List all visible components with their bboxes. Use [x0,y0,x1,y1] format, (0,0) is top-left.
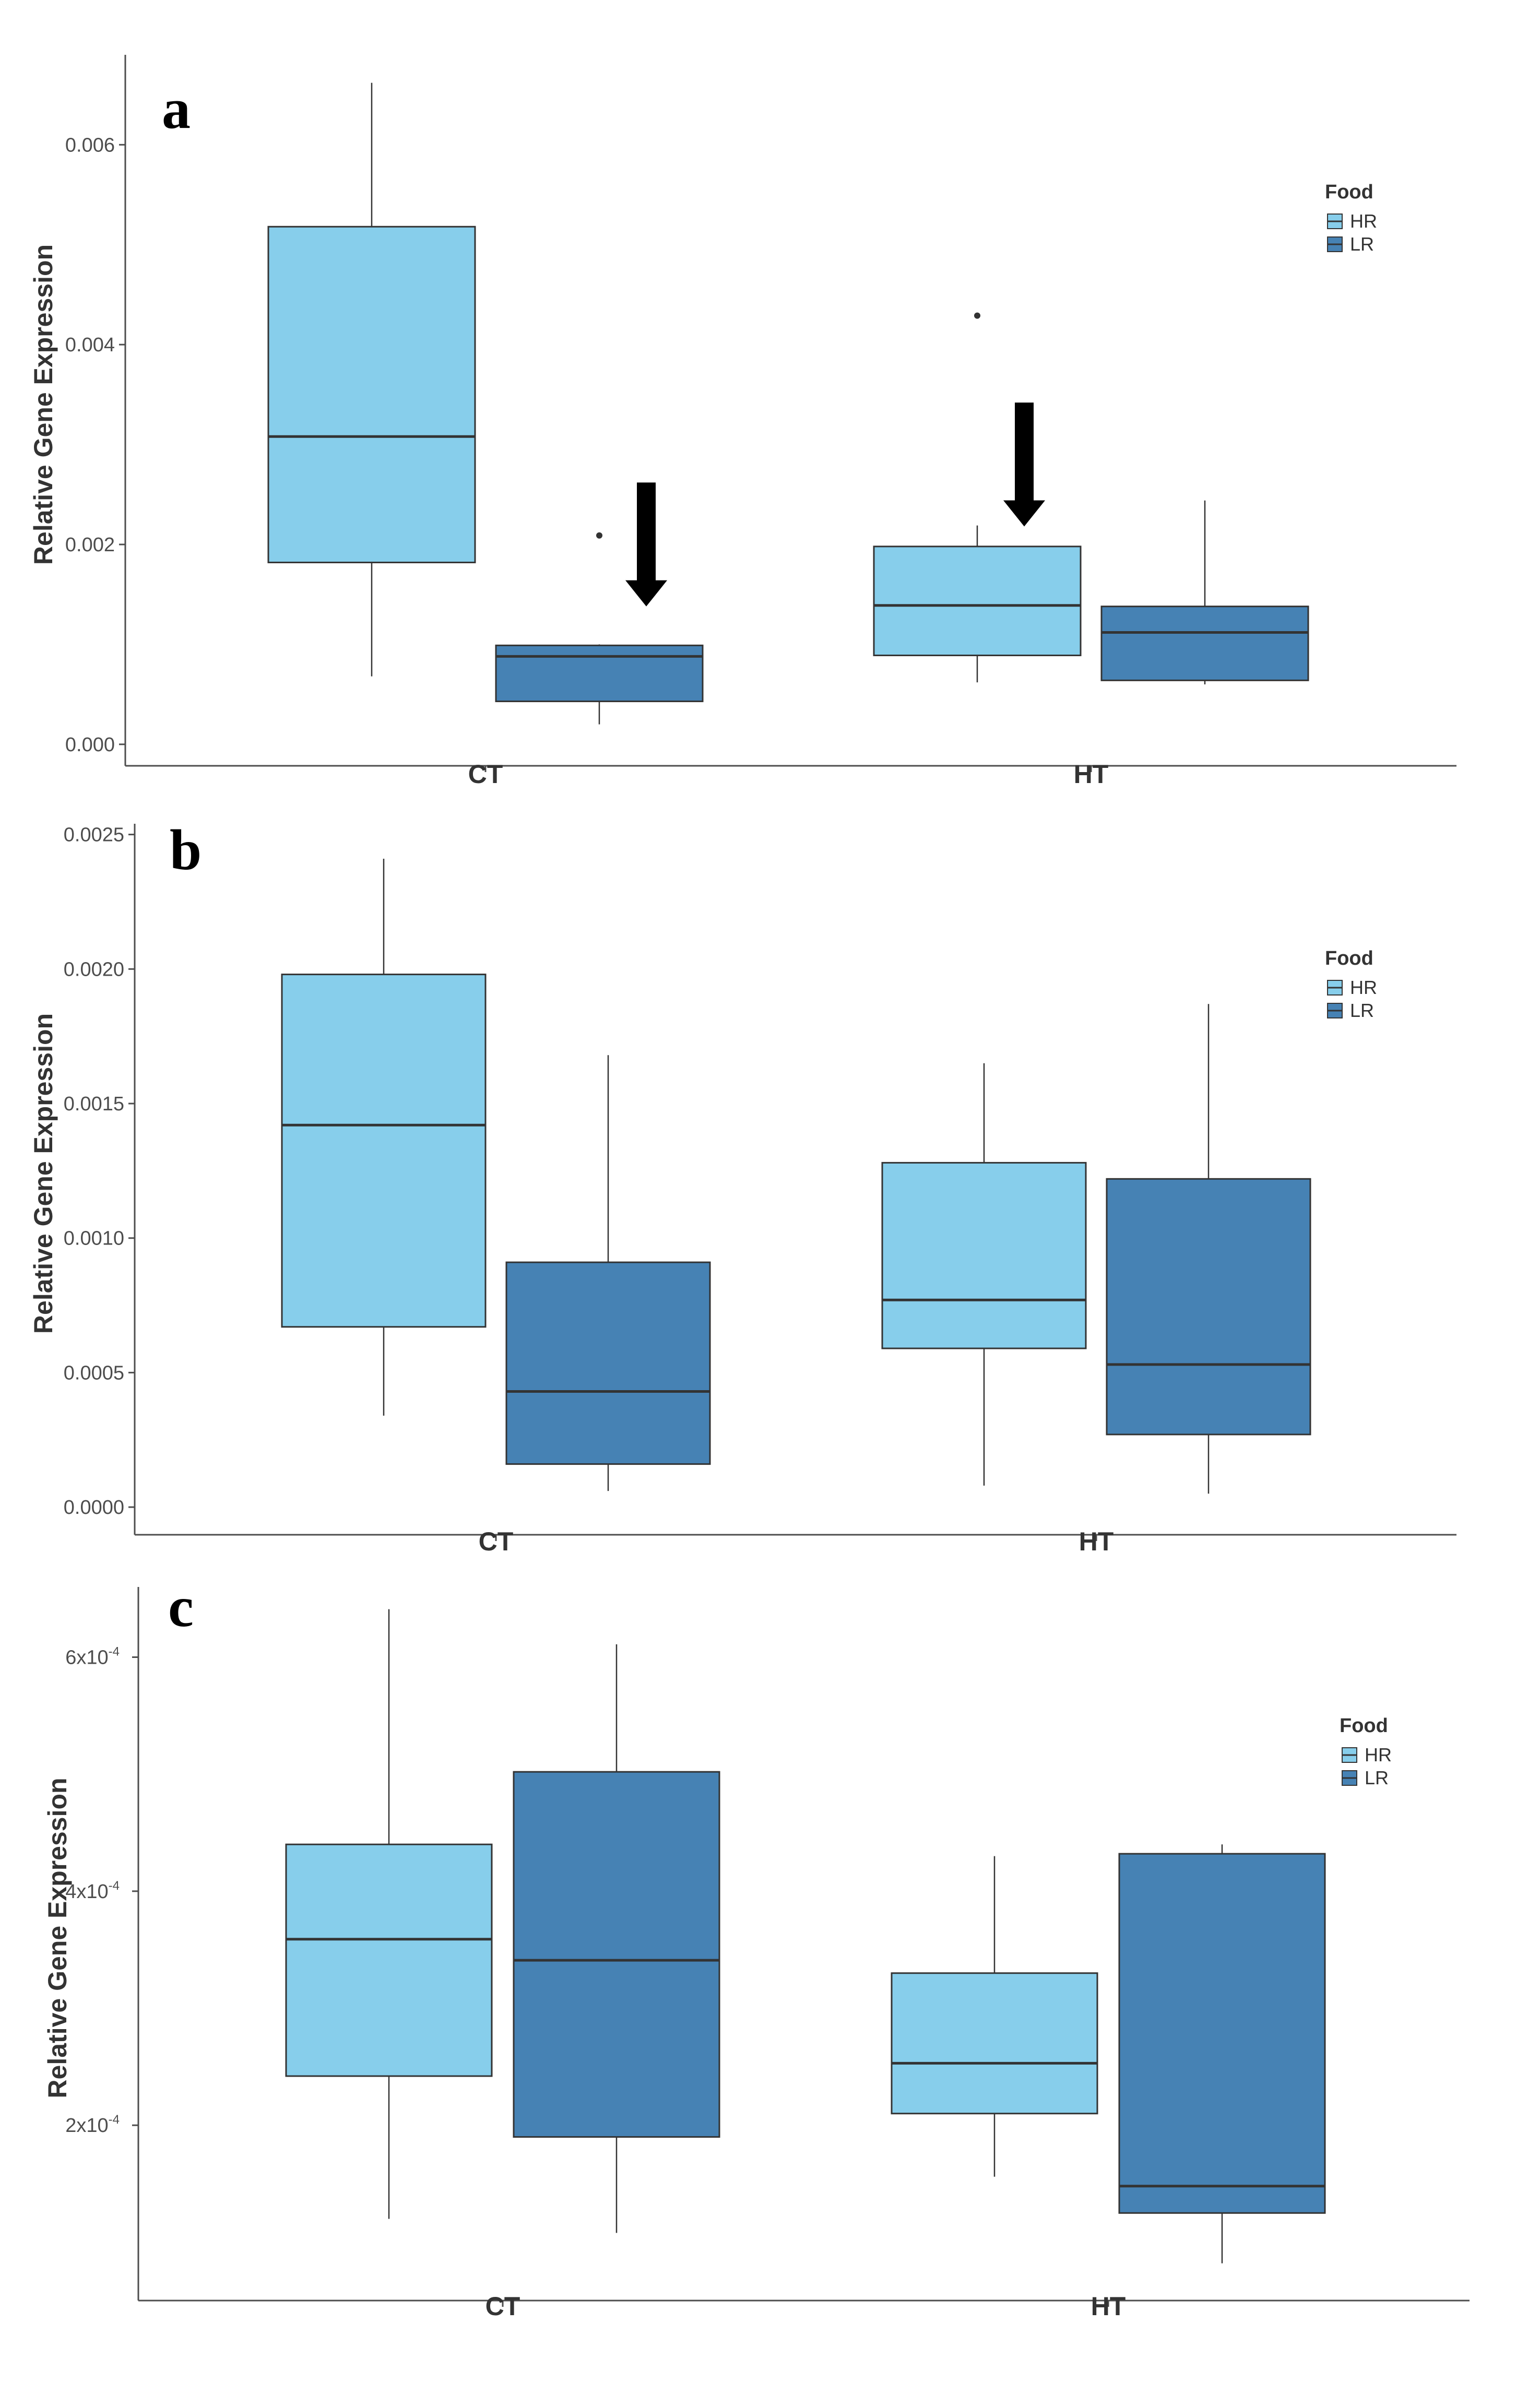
box-HR-CT [285,1609,493,2219]
outlier-point [596,532,602,539]
y-tick-label: 0.0025 [64,824,124,846]
box-HR-CT [267,82,476,677]
box-iqr [285,1843,493,2077]
x-category-label: CT [479,1527,514,1556]
panel-letter: a [162,77,191,140]
box-iqr [873,546,1082,656]
legend-label-LR: LR [1350,233,1374,255]
legend-label-HR: HR [1365,1744,1392,1765]
x-category-label: HT [1079,1527,1114,1556]
legend-title: Food [1340,1715,1388,1737]
y-axis-title: Relative Gene Expression [43,1777,72,2098]
panel-c: 2x10-4 4x10-4 6x10-4 Relative Gene Expressi… [43,1575,1470,2321]
panel-a: 0.000 0.002 0.004 0.006 Relative Gene Expres… [29,55,1456,789]
panel-b: 0.0000 0.0005 0.0010 0.0015 0.0020 0.0025 Rela… [29,818,1456,1556]
y-tick-label: 0.0010 [64,1228,124,1250]
box-iqr [1118,1853,1326,2214]
arrow-shaft [1015,402,1034,503]
box-LR-HT [1100,500,1309,684]
y-tick-label: 4x10-4 [65,1879,120,1903]
outlier-point [974,312,980,319]
legend-label-LR: LR [1350,1000,1374,1021]
y-tick-label: 0.0015 [64,1093,124,1115]
box-iqr [495,644,704,703]
box-iqr [505,1261,711,1465]
box-LR-CT [513,1644,720,2233]
box-iqr [1100,606,1309,681]
y-tick-label: 6x10-4 [65,1645,120,1669]
y-tick-label: 0.006 [65,134,115,156]
x-category-label: HT [1091,2292,1126,2321]
legend-label-HR: HR [1350,210,1377,232]
arrow-shaft [637,482,656,583]
box-iqr [513,1771,720,2138]
panel-letter: c [168,1575,194,1639]
y-tick-label: 0.004 [65,334,115,356]
box-HR-CT [281,859,487,1416]
y-axis-title: Relative Gene Expression [29,1013,58,1334]
legend-label-HR: HR [1350,977,1377,998]
arrow-head [625,580,667,607]
legend-label-LR: LR [1365,1767,1389,1788]
box-LR-HT [1118,1844,1326,2263]
y-tick-label: 0.0000 [64,1497,124,1519]
box-HR-HT [881,1063,1087,1486]
box-LR-CT [495,532,704,725]
box-LR-HT [1106,1004,1311,1494]
x-category-label: CT [468,760,503,789]
y-tick-label: 0.0005 [64,1362,124,1384]
box-LR-CT [505,1055,711,1491]
x-category-label: HT [1074,760,1109,789]
box-iqr [267,226,476,563]
y-axis-title: Relative Gene Expression [29,244,58,565]
box-iqr [281,974,487,1328]
x-category-label: CT [485,2292,520,2321]
box-HR-HT [873,312,1082,683]
y-tick-label: 0.000 [65,734,115,756]
box-iqr [891,1972,1098,2115]
arrow-head [1003,500,1045,527]
box-HR-HT [891,1856,1098,2177]
box-iqr [1106,1178,1311,1436]
y-tick-label: 0.002 [65,534,115,556]
legend-title: Food [1325,947,1373,969]
legend-title: Food [1325,181,1373,203]
panel-letter: b [170,818,202,882]
box-iqr [881,1162,1087,1349]
y-tick-label: 0.0020 [64,958,124,980]
y-tick-label: 2x10-4 [65,2113,120,2137]
down-arrow-annotation [625,482,667,607]
down-arrow-annotation [1003,402,1045,527]
